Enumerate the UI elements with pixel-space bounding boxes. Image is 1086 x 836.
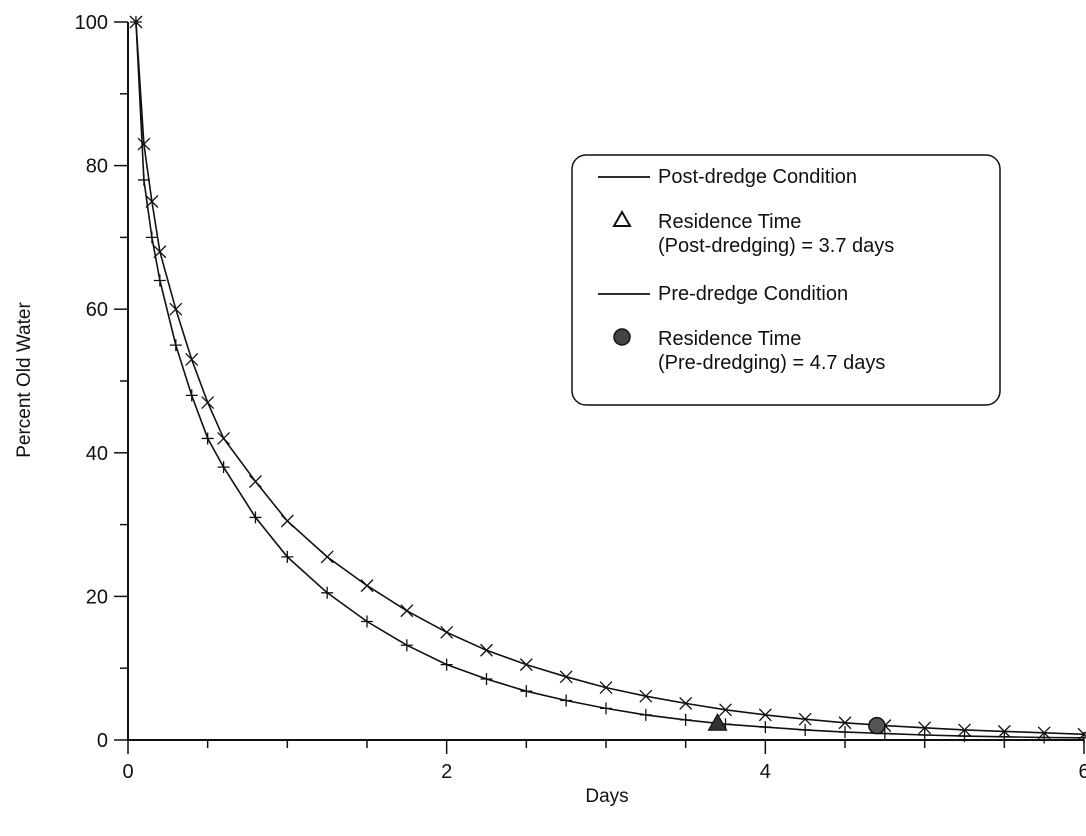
data-point-plus xyxy=(153,274,166,287)
data-point-plus xyxy=(839,726,851,739)
data-point-plus xyxy=(560,694,573,707)
series-line xyxy=(135,21,1085,736)
residence-time-points xyxy=(707,712,886,735)
data-point-x xyxy=(559,670,573,684)
legend-label: Residence Time xyxy=(658,328,801,350)
data-point-plus xyxy=(799,723,812,736)
data-point-plus xyxy=(137,173,150,186)
data-point-plus xyxy=(600,702,612,715)
legend-label: (Pre-dredging) = 4.7 days xyxy=(658,352,885,374)
data-point-x xyxy=(480,643,493,657)
data-point-x xyxy=(599,681,613,695)
data-point-x xyxy=(217,431,231,445)
residence-time-pre-marker xyxy=(868,716,886,735)
data-point-x xyxy=(249,475,262,488)
x-tick-label: 2 xyxy=(441,761,452,783)
data-point-x xyxy=(185,353,199,366)
series-layer xyxy=(129,15,1086,744)
x-tick-label: 0 xyxy=(122,761,133,783)
data-point-x xyxy=(958,723,971,737)
data-point-x xyxy=(758,708,772,722)
data-point-plus xyxy=(169,339,182,352)
data-point-x xyxy=(639,689,653,703)
data-point-x xyxy=(798,712,812,726)
legend-box xyxy=(571,154,1001,406)
data-point-x xyxy=(838,716,852,730)
data-point-plus xyxy=(400,639,413,652)
y-tick-label: 100 xyxy=(75,12,108,34)
legend-label: Pre-dredge Condition xyxy=(658,283,848,305)
data-point-plus xyxy=(918,728,931,741)
data-point-plus xyxy=(639,708,652,721)
legend-entry-2: Residence Time(Post-dredging) = 3.7 days xyxy=(612,209,894,257)
y-tick-label: 80 xyxy=(86,156,108,178)
y-tick-label: 60 xyxy=(86,299,108,321)
data-point-x xyxy=(719,703,732,717)
legend-triangle-icon xyxy=(612,209,632,227)
data-point-plus xyxy=(281,550,294,563)
data-point-x xyxy=(679,696,693,710)
series-post-dredge xyxy=(129,16,1086,744)
legend-circle-icon xyxy=(613,328,631,346)
series-line xyxy=(135,21,1085,739)
residence-time-post-marker xyxy=(707,712,728,731)
data-point-plus xyxy=(520,685,533,698)
y-axis-title: Percent Old Water xyxy=(14,302,35,458)
x-axis-title: Days xyxy=(585,786,628,807)
data-point-x xyxy=(201,396,215,409)
data-point-plus xyxy=(361,615,373,628)
legend-entry-1: Post-dredge Condition xyxy=(598,166,857,188)
data-point-x xyxy=(1077,727,1086,741)
legend-entry-4: Residence Time(Pre-dredging) = 4.7 days xyxy=(613,328,885,374)
data-point-plus xyxy=(217,461,230,474)
data-point-plus xyxy=(759,721,772,734)
y-tick-label: 40 xyxy=(86,443,108,465)
data-point-x xyxy=(169,302,183,316)
data-point-x xyxy=(997,724,1011,738)
data-point-x xyxy=(320,550,334,564)
data-point-x xyxy=(145,195,159,208)
legend-label: Residence Time xyxy=(658,211,801,233)
data-point-plus xyxy=(201,432,214,445)
data-point-x xyxy=(400,604,414,618)
data-point-plus xyxy=(679,713,692,726)
series-pre-dredge xyxy=(129,15,1086,741)
data-point-x xyxy=(519,658,533,672)
x-tick-label: 6 xyxy=(1078,761,1086,783)
data-point-plus xyxy=(480,672,493,685)
data-point-x xyxy=(918,721,932,735)
legend-label: Post-dredge Condition xyxy=(658,166,857,188)
data-point-x xyxy=(280,514,294,528)
data-point-x xyxy=(440,625,454,639)
legend-entry-3: Pre-dredge Condition xyxy=(598,283,848,305)
y-tick-label: 20 xyxy=(86,586,108,608)
data-point-plus xyxy=(249,511,262,524)
legend-label: (Post-dredging) = 3.7 days xyxy=(658,235,894,257)
data-point-plus xyxy=(145,231,158,244)
data-point-x xyxy=(360,579,374,593)
data-point-x xyxy=(1037,726,1051,740)
data-point-x xyxy=(137,137,151,151)
x-tick-label: 4 xyxy=(760,761,771,783)
data-point-x xyxy=(129,15,143,29)
data-point-plus xyxy=(321,586,334,599)
y-tick-label: 0 xyxy=(97,730,108,752)
data-point-plus xyxy=(878,727,891,740)
data-point-plus xyxy=(185,389,198,402)
data-point-x xyxy=(153,245,167,259)
data-point-plus xyxy=(440,658,453,671)
